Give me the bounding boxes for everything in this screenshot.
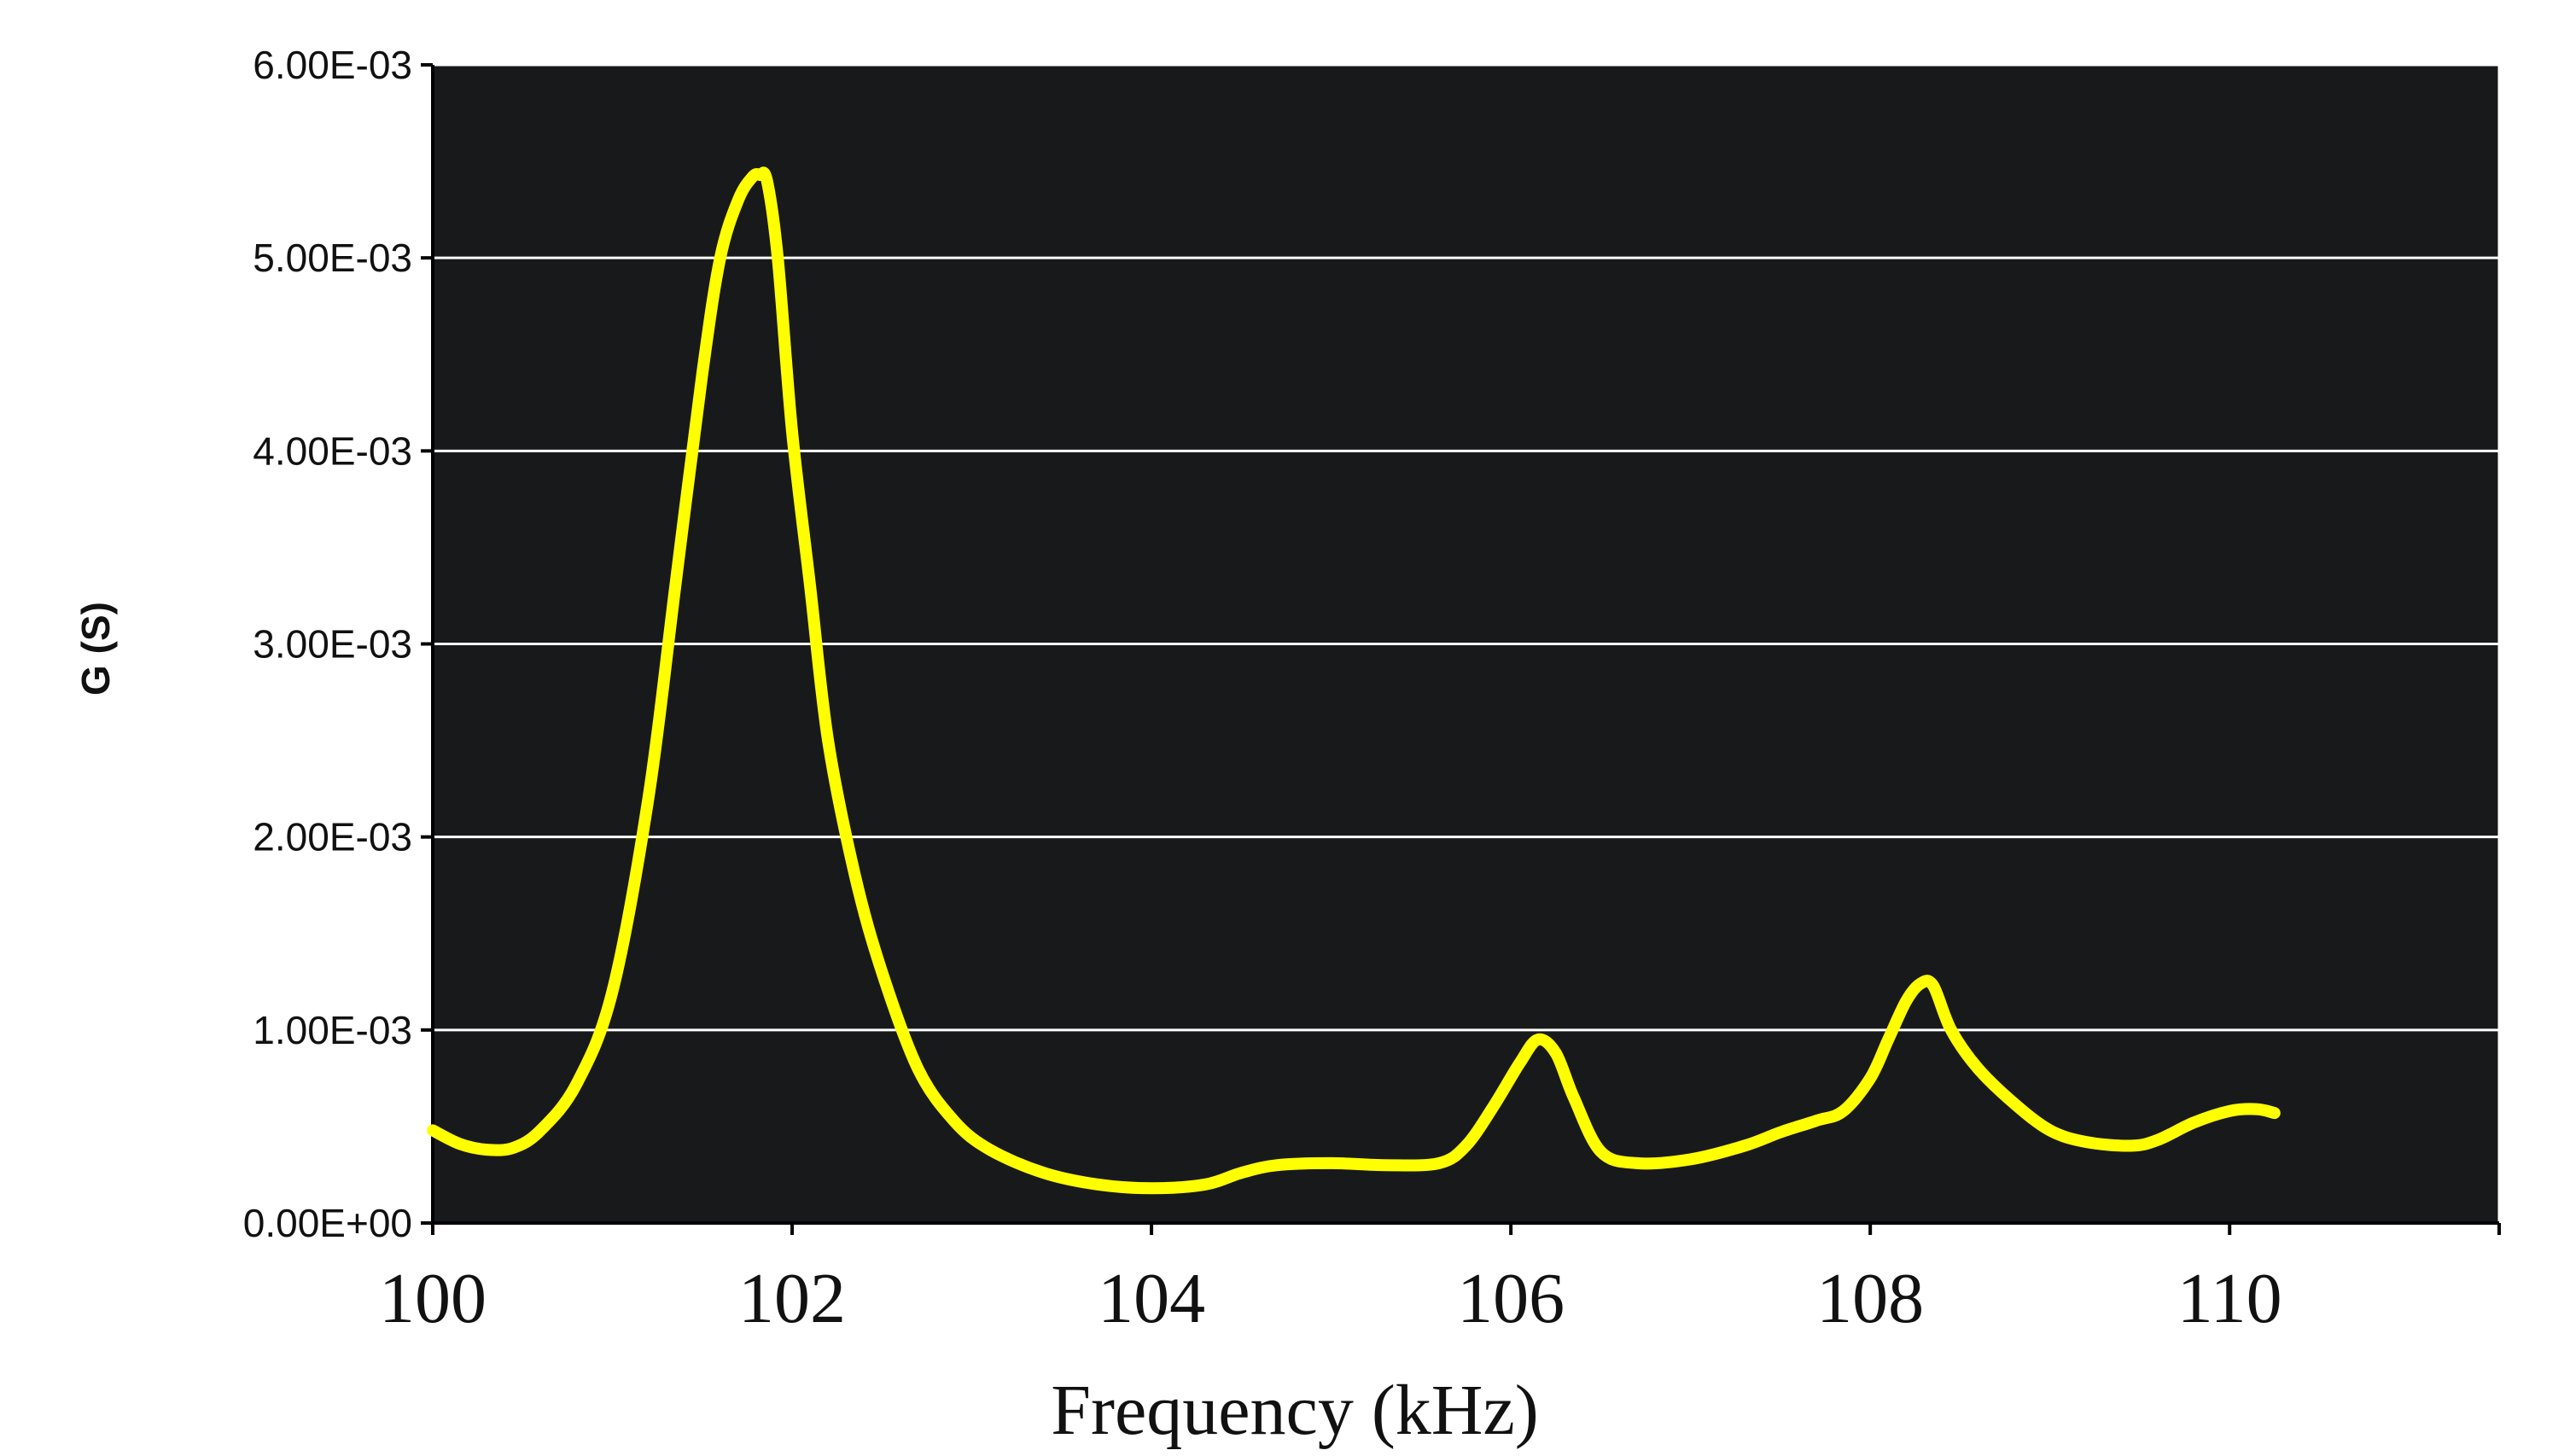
series-line-0 [427, 166, 2281, 1195]
y-tick-label-1: 1.00E-03 [253, 1008, 412, 1052]
x-tick-label-5: 110 [2177, 1259, 2282, 1338]
y-ticks: 0.00E+00 1.00E-03 2.00E-03 3.00E-03 4.00E-03… [243, 43, 433, 1245]
y-tick-label-3: 3.00E-03 [253, 622, 412, 667]
x-tick-label-1: 102 [738, 1259, 846, 1338]
y-tick-label-4: 4.00E-03 [253, 428, 412, 473]
x-tick-label-3: 106 [1457, 1259, 1565, 1338]
x-ticks: 100 102 104 106 108 110 [379, 1223, 2501, 1338]
y-tick-label-0: 0.00E+00 [243, 1201, 412, 1245]
series-group [427, 166, 2281, 1195]
x-tick-label-4: 108 [1816, 1259, 1924, 1338]
y-axis-label: G (S) [73, 602, 118, 696]
x-tick-label-0: 100 [379, 1259, 487, 1338]
gridlines [433, 63, 2501, 1223]
y-tick-label-6: 6.00E-03 [253, 43, 412, 87]
x-tick-label-2: 104 [1098, 1259, 1205, 1338]
x-axis-label: Frequency (kHz) [1051, 1371, 1538, 1450]
y-tick-label-5: 5.00E-03 [253, 236, 412, 280]
y-tick-label-2: 2.00E-03 [253, 815, 412, 859]
